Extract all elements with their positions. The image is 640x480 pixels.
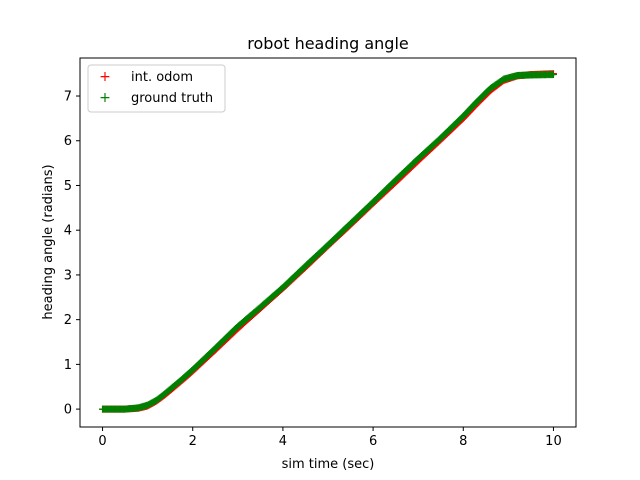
y-axis-label: heading angle (radians) (41, 164, 56, 319)
x-tick-label: 0 (98, 434, 106, 449)
axes-frame (79, 57, 577, 428)
x-tick-label: 10 (545, 434, 562, 449)
y-tick-label: 3 (64, 268, 72, 283)
x-axis-ticks: 0 2 4 6 8 10 (98, 427, 562, 449)
x-axis-label: sim time (sec) (282, 457, 375, 472)
legend-label-ground-truth: ground truth (131, 91, 213, 106)
legend: + int. odom + ground truth (87, 64, 226, 113)
legend-marker-ground-truth: + (99, 90, 111, 106)
y-tick-label: 7 (64, 90, 72, 105)
y-tick-label: 5 (64, 179, 72, 194)
series-ground-truth (99, 71, 557, 413)
y-axis-ticks: 0 1 2 3 4 5 6 7 (64, 90, 80, 418)
data-point (549, 71, 557, 79)
x-tick-label: 2 (189, 434, 197, 449)
chart-title: robot heading angle (247, 34, 408, 53)
y-tick-label: 1 (64, 358, 72, 373)
y-tick-label: 2 (64, 313, 72, 328)
y-tick-label: 4 (64, 224, 72, 239)
y-tick-label: 6 (64, 134, 72, 149)
y-tick-label: 0 (64, 403, 72, 418)
legend-box (87, 64, 226, 113)
x-tick-label: 6 (369, 434, 377, 449)
x-tick-label: 4 (279, 434, 287, 449)
legend-label-int-odom: int. odom (131, 70, 193, 85)
series-layer (99, 70, 557, 413)
x-tick-label: 8 (459, 434, 467, 449)
legend-marker-int-odom: + (99, 69, 111, 85)
